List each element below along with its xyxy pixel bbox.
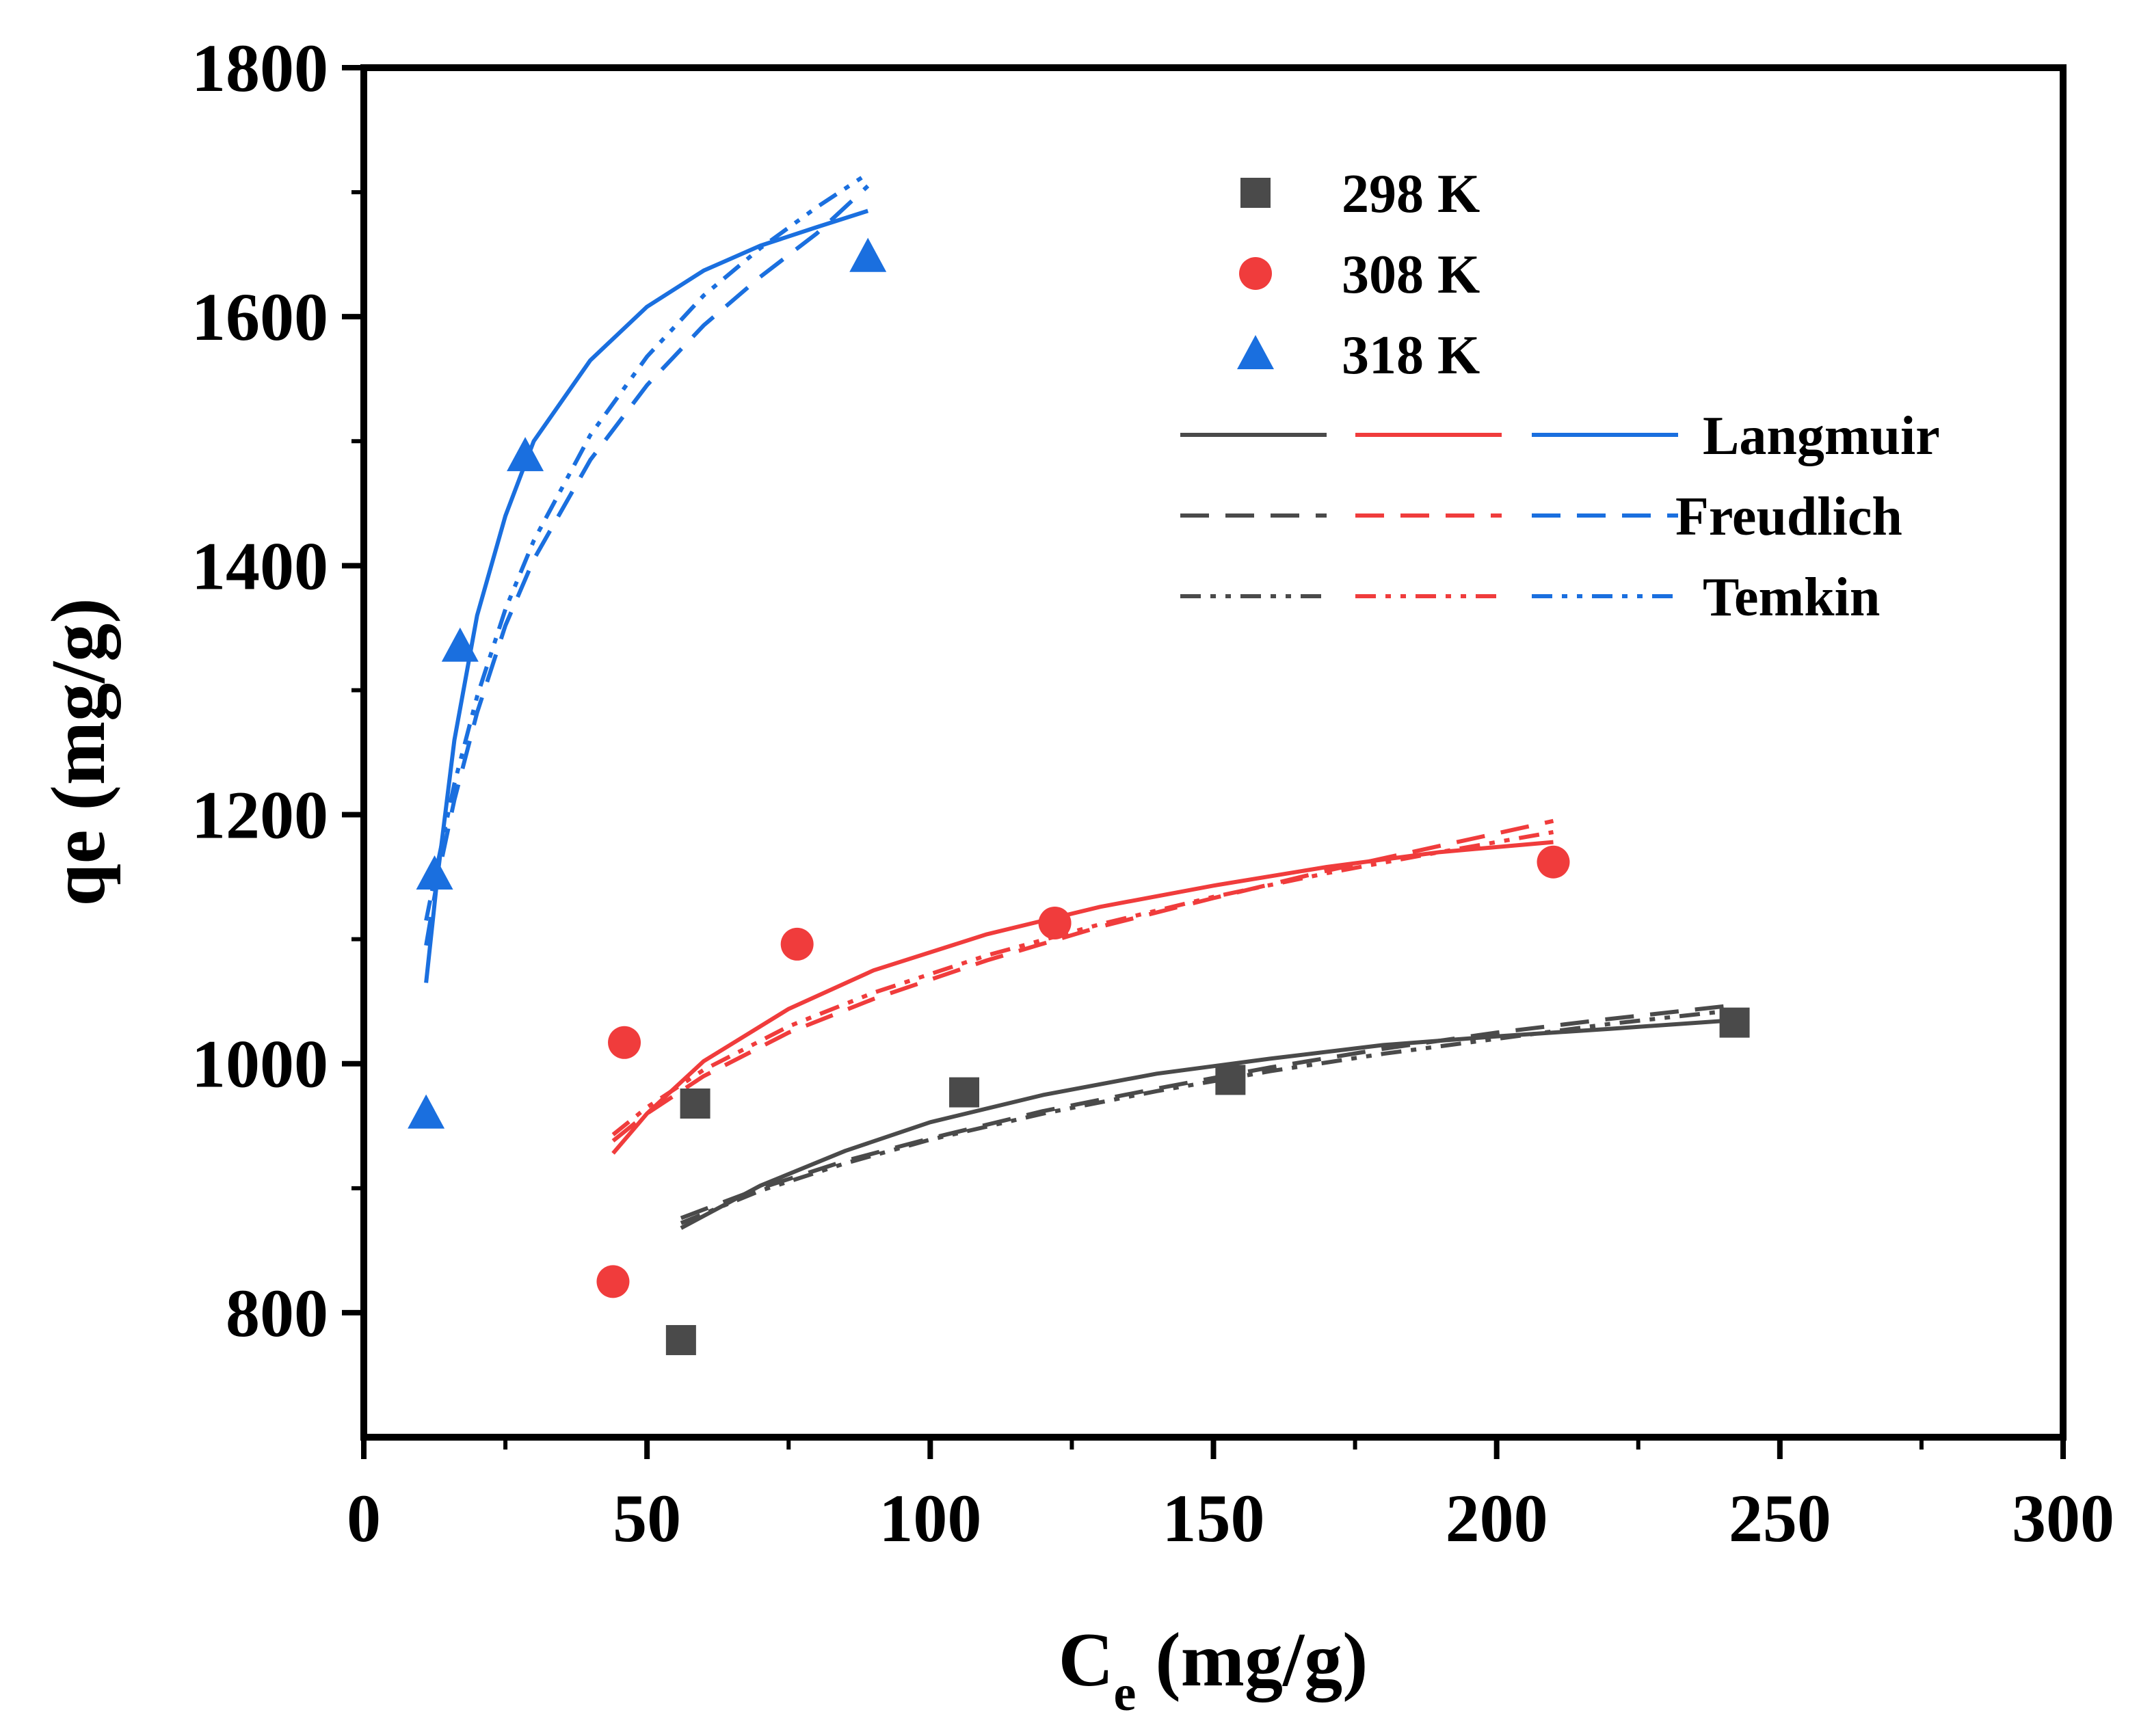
- fit-curve-temkin-318k: [424, 172, 869, 921]
- x-tick-label: 100: [879, 1480, 981, 1556]
- fit-curve-freudlich-308k: [611, 818, 1554, 1143]
- y-tick-label: 800: [226, 1275, 328, 1351]
- data-point-308k: [1537, 845, 1570, 879]
- data-point-298k: [1719, 1007, 1750, 1038]
- data-point-298k: [665, 1324, 696, 1355]
- legend-marker-298k: [1240, 178, 1271, 208]
- legend-label-freudlich: Freudlich: [1675, 487, 1902, 547]
- data-point-318k: [849, 237, 887, 272]
- fit-curve-freudlich-298k: [680, 1003, 1735, 1220]
- x-axis-title-main: C: [1059, 1618, 1114, 1702]
- legend-label-318k: 318 K: [1342, 325, 1480, 386]
- legend-label-temkin: Temkin: [1703, 567, 1880, 628]
- axis-tick-labels: 0 50 100 150 200 250 300 800 1000 1200 1400 1600 180…: [191, 30, 2114, 1556]
- fit-lines: [424, 172, 1735, 1230]
- data-point-318k: [507, 437, 544, 472]
- data-point-308k: [1038, 906, 1072, 939]
- data-point-298k: [949, 1077, 980, 1108]
- fit-curve-temkin-298k: [680, 1008, 1735, 1225]
- legend-label-298k: 298 K: [1342, 164, 1480, 224]
- y-tick-label: 1800: [191, 30, 328, 106]
- fit-curve-langmuir-318k: [424, 209, 869, 983]
- x-tick-label: 300: [2012, 1480, 2114, 1556]
- data-point-308k: [780, 927, 814, 961]
- legend-label-308k: 308 K: [1342, 245, 1480, 305]
- x-axis-title-subscript: e: [1114, 1666, 1137, 1722]
- y-tick-label: 1200: [191, 777, 328, 853]
- y-tick-label: 1600: [191, 279, 328, 355]
- data-point-298k: [1215, 1065, 1246, 1095]
- y-axis-title: qe (mg/g): [36, 598, 121, 906]
- x-tick-label: 50: [613, 1480, 681, 1556]
- x-axis-title-unit: (mg/g): [1136, 1618, 1368, 1702]
- y-tick-label: 1000: [191, 1026, 328, 1102]
- x-axis-title: Ce (mg/g): [1059, 1618, 1368, 1722]
- legend-marker-318k: [1237, 335, 1274, 369]
- fit-curve-freudlich-318k: [424, 184, 870, 946]
- x-tick-label: 250: [1729, 1480, 1831, 1556]
- data-point-318k: [408, 1094, 445, 1129]
- data-point-308k: [596, 1265, 630, 1298]
- fit-curve-langmuir-308k: [611, 840, 1554, 1155]
- legend-marker-308k: [1239, 257, 1272, 290]
- legend-label-langmuir: Langmuir: [1703, 406, 1940, 466]
- data-point-298k: [680, 1088, 710, 1119]
- x-tick-label: 0: [347, 1480, 381, 1556]
- y-tick-label: 1400: [191, 528, 328, 604]
- data-point-318k: [441, 627, 479, 662]
- data-point-308k: [608, 1026, 641, 1059]
- legend: 298 K 308 K 318 K Langmuir Freudlich Temkin: [1180, 164, 1940, 628]
- x-tick-label: 150: [1163, 1480, 1265, 1556]
- axis-ticks: [342, 65, 2066, 1459]
- data-point-318k: [416, 855, 453, 890]
- data-markers: [408, 237, 1750, 1355]
- x-tick-label: 200: [1446, 1480, 1548, 1556]
